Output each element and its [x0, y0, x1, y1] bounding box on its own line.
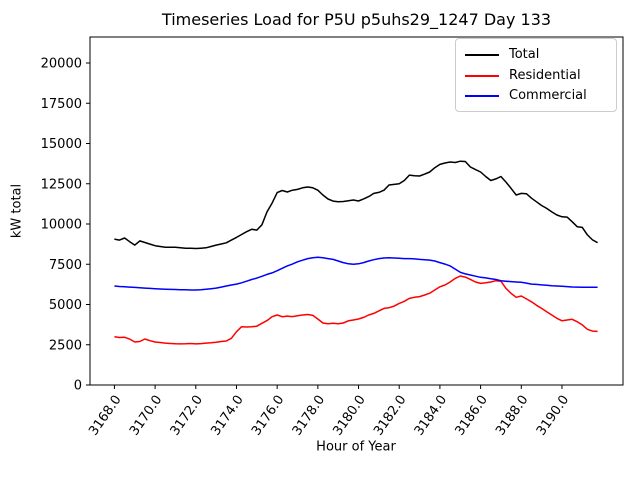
legend-label-residential: Residential [509, 67, 581, 83]
x-tick-label: 3190.0 [534, 393, 572, 439]
x-tick-label: 3182.0 [371, 393, 409, 439]
series-line-commercial [114, 256, 598, 291]
residential-line-swatch [465, 74, 499, 77]
x-tick-label: 3188.0 [493, 393, 531, 439]
y-tick-label: 12500 [41, 177, 82, 192]
series-line-total [114, 160, 598, 250]
legend-label-commercial: Commercial [509, 88, 587, 103]
legend: Total Residential Commercial [455, 38, 617, 112]
y-tick-label: 17500 [41, 97, 82, 112]
y-tick-label: 5000 [49, 298, 82, 313]
y-tick-label: 10000 [41, 218, 82, 233]
chart-title: Timeseries Load for P5U p5uhs29_1247 Day… [161, 10, 552, 29]
x-tick-label: 3176.0 [249, 393, 287, 439]
total-line-swatch [465, 54, 499, 56]
x-tick-label: 3180.0 [330, 393, 368, 439]
y-tick-label: 0 [74, 379, 82, 394]
axes-frame [89, 36, 624, 386]
x-axis-label: Hour of Year [316, 439, 396, 455]
x-tick-label: 3170.0 [127, 393, 165, 439]
commercial-line-swatch [465, 95, 499, 97]
y-tick-label: 2500 [49, 338, 82, 353]
x-tick-label: 3172.0 [168, 393, 206, 439]
legend-entry-commercial: Commercial [465, 87, 608, 105]
legend-entry-residential: Residential [465, 67, 608, 85]
y-tick-label: 20000 [41, 57, 82, 72]
x-tick-label: 3184.0 [412, 393, 450, 439]
y-axis-label: kW total [9, 183, 25, 239]
y-tick-label: 15000 [41, 137, 82, 152]
x-tick-label: 3168.0 [86, 393, 124, 439]
x-tick-label: 3186.0 [452, 393, 490, 439]
x-tick-label: 3178.0 [290, 393, 328, 439]
x-tick-label: 3174.0 [208, 393, 246, 439]
legend-label-total: Total [509, 47, 540, 62]
y-tick-label: 7500 [49, 258, 82, 273]
legend-entry-total: Total [465, 46, 608, 64]
series-line-residential [114, 275, 598, 345]
